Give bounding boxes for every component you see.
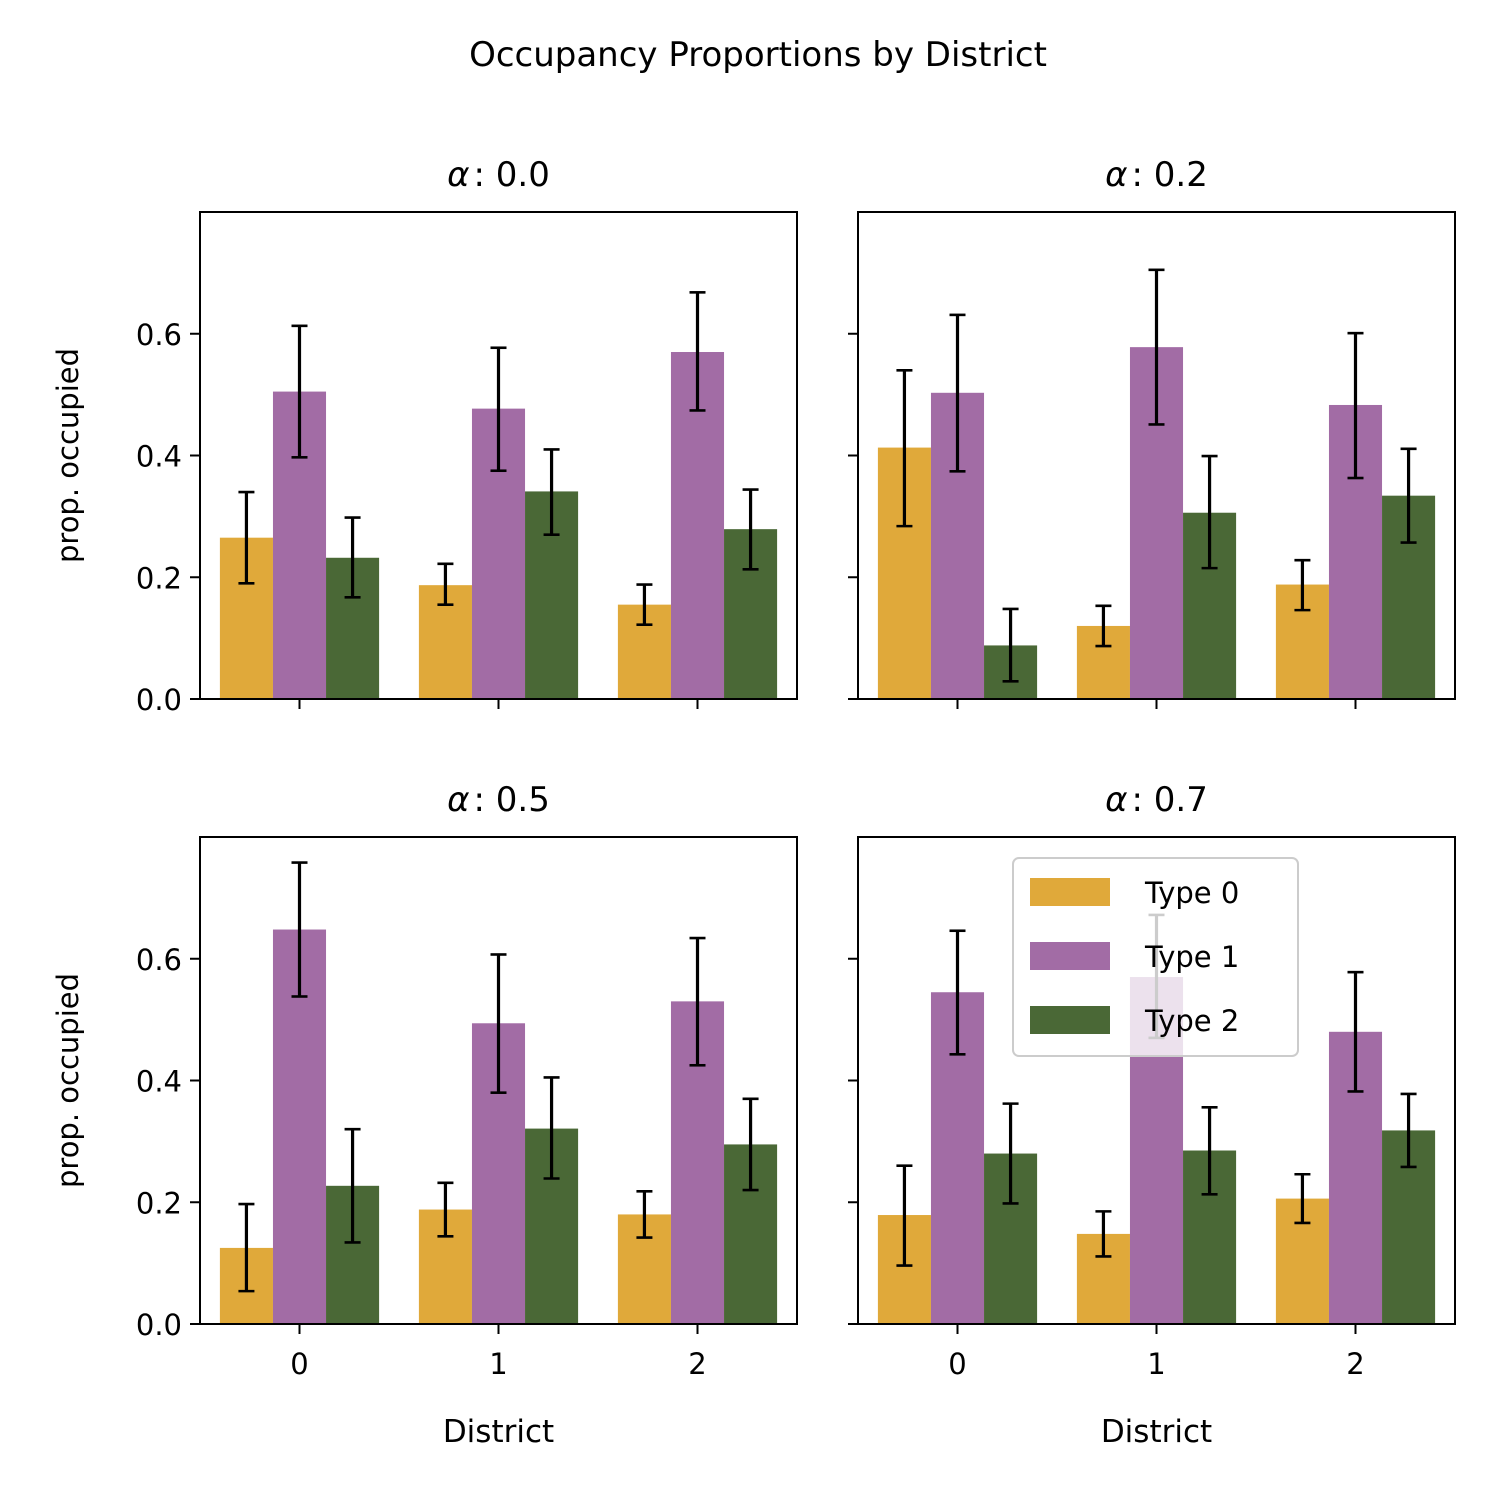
error-bar-1-1-2 — [1347, 331, 1364, 480]
panel-title-value-1: : 0.2 — [1132, 155, 1208, 195]
figure-title: Occupancy Proportions by District — [469, 35, 1047, 75]
error-bar-0-0-2 — [636, 583, 653, 627]
panel-title-symbol-1: α — [1105, 155, 1127, 195]
error-bar-1-2-0 — [1002, 607, 1019, 683]
error-bar-3-0-1 — [1095, 1210, 1112, 1258]
error-bar-3-2-1 — [1201, 1105, 1218, 1196]
chart-panel-1: α: 0.2 — [848, 155, 1456, 709]
error-bar-1-2-1 — [1201, 454, 1218, 570]
error-bar-2-2-1 — [543, 1076, 560, 1180]
chart-panel-2: 0.0 0.2 0.4 0.6 0 1 2 α: 0.5 prop. occupied Distr… — [51, 780, 798, 1450]
error-bar-0-2-1 — [543, 448, 560, 536]
xtick-label-3-0: 0 — [948, 1347, 966, 1381]
error-bar-3-0-0 — [896, 1164, 913, 1267]
error-bar-1-0-0 — [896, 368, 913, 528]
legend-label-0: Type 0 — [1144, 876, 1239, 910]
error-bar-3-1-2 — [1347, 970, 1364, 1093]
legend-label-1: Type 1 — [1144, 940, 1239, 974]
panel-title-symbol-3: α — [1105, 780, 1127, 820]
panel-title-symbol-0: α — [447, 155, 469, 195]
error-bar-0-0-0 — [238, 490, 255, 585]
error-bar-1-1-0 — [949, 313, 966, 473]
error-bar-0-0-1 — [437, 562, 454, 606]
ylabel-2: prop. occupied — [51, 973, 85, 1188]
xtick-label-2-0: 0 — [290, 1347, 308, 1381]
ytick-label-0-2: 0.4 — [136, 440, 182, 474]
error-bar-1-1-1 — [1148, 268, 1165, 426]
ytick-label-2-3: 0.6 — [136, 943, 182, 977]
error-bar-2-0-2 — [636, 1189, 653, 1239]
legend-label-2: Type 2 — [1144, 1004, 1239, 1038]
error-bar-0-1-2 — [689, 291, 706, 412]
error-bar-2-1-0 — [291, 861, 308, 998]
error-bar-1-0-1 — [1095, 604, 1112, 648]
error-bar-2-0-1 — [437, 1181, 454, 1238]
error-bar-0-1-1 — [490, 346, 507, 473]
error-bar-1-2-2 — [1400, 447, 1417, 544]
error-bar-0-2-0 — [344, 516, 361, 599]
panel-title-1: α: 0.2 — [1105, 155, 1208, 195]
panel-title-value-0: : 0.0 — [474, 155, 550, 195]
xlabel-3: District — [1101, 1414, 1212, 1450]
error-bar-2-1-1 — [490, 953, 507, 1094]
panel-title-value-2: : 0.5 — [474, 780, 550, 820]
error-bar-3-0-2 — [1294, 1172, 1311, 1225]
panel-title-symbol-2: α — [447, 780, 469, 820]
error-bar-3-1-0 — [949, 929, 966, 1056]
ytick-label-0-3: 0.6 — [136, 318, 182, 352]
error-bar-2-1-2 — [689, 936, 706, 1067]
ytick-label-2-0: 0.0 — [136, 1308, 182, 1342]
error-bar-2-2-0 — [344, 1127, 361, 1244]
error-bar-2-2-2 — [742, 1097, 759, 1192]
xtick-label-3-1: 1 — [1147, 1347, 1165, 1381]
ytick-label-2-2: 0.4 — [136, 1065, 182, 1099]
legend: Type 0 Type 1 Type 2 — [1012, 857, 1299, 1057]
panel-title-3: α: 0.7 — [1105, 780, 1208, 820]
ytick-label-2-1: 0.2 — [136, 1186, 182, 1220]
xtick-label-2-2: 2 — [688, 1347, 706, 1381]
legend-swatch-2 — [1030, 1006, 1110, 1034]
legend-swatch-0 — [1030, 878, 1110, 906]
ylabel-0: prop. occupied — [51, 348, 85, 563]
xtick-label-3-2: 2 — [1346, 1347, 1364, 1381]
error-bar-3-2-0 — [1002, 1102, 1019, 1205]
xlabel-2: District — [443, 1414, 554, 1450]
chart-panel-0: 0.0 0.2 0.4 0.6 α: 0.0 prop. occupied — [51, 155, 798, 717]
xtick-label-2-1: 1 — [489, 1347, 507, 1381]
legend-swatch-1 — [1030, 942, 1110, 970]
error-bar-0-2-2 — [742, 488, 759, 571]
error-bar-3-2-2 — [1400, 1092, 1417, 1169]
error-bar-2-0-0 — [238, 1202, 255, 1293]
error-bar-1-0-2 — [1294, 558, 1311, 612]
ytick-label-0-1: 0.2 — [136, 561, 182, 595]
chart-panel-3: 0 1 2 α: 0.7 District Type 0 Type 1 Type 2 — [848, 780, 1456, 1450]
panel-title-2: α: 0.5 — [447, 780, 550, 820]
panel-title-value-3: : 0.7 — [1132, 780, 1208, 820]
ytick-label-0-0: 0.0 — [136, 683, 182, 717]
panel-title-0: α: 0.0 — [447, 155, 550, 195]
error-bar-0-1-0 — [291, 324, 308, 459]
